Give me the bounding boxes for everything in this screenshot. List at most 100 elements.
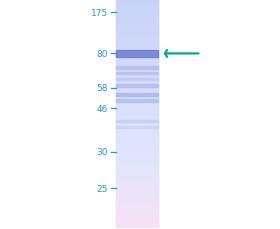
Bar	[116, 117, 158, 119]
Bar	[116, 57, 158, 58]
Bar	[116, 226, 158, 227]
Bar	[116, 7, 158, 8]
Bar	[116, 160, 158, 161]
Bar	[116, 181, 158, 183]
Bar	[116, 192, 158, 193]
Bar	[116, 85, 158, 87]
Bar	[116, 3, 158, 4]
Bar	[116, 205, 158, 206]
Bar	[116, 35, 158, 37]
Bar	[116, 18, 158, 19]
Bar	[116, 199, 158, 200]
Bar	[116, 11, 158, 13]
Bar	[116, 165, 158, 166]
Bar	[116, 58, 158, 59]
Bar	[116, 68, 158, 69]
Bar	[116, 4, 158, 5]
Bar	[116, 219, 158, 221]
Bar	[116, 174, 158, 176]
Bar	[116, 121, 158, 122]
Bar	[116, 16, 158, 17]
Bar	[116, 86, 158, 88]
Bar	[116, 100, 158, 102]
Bar	[116, 23, 158, 24]
Bar	[116, 85, 158, 86]
Bar	[116, 81, 158, 82]
Bar	[116, 2, 158, 3]
Text: 25: 25	[97, 184, 108, 193]
Bar	[116, 92, 158, 93]
Bar	[116, 55, 158, 57]
Bar	[116, 67, 158, 68]
Bar	[116, 130, 158, 131]
Bar	[116, 120, 158, 123]
Bar	[116, 72, 158, 75]
Bar	[116, 127, 158, 128]
Text: 175: 175	[91, 9, 108, 18]
Bar	[116, 51, 158, 58]
Bar	[116, 165, 158, 166]
Bar	[116, 121, 158, 123]
Bar	[116, 51, 158, 52]
Bar	[116, 95, 158, 96]
Bar	[116, 163, 158, 164]
Bar	[116, 204, 158, 205]
Bar	[116, 58, 158, 60]
Bar	[116, 206, 158, 207]
Bar	[116, 150, 158, 151]
Bar	[116, 63, 158, 64]
Bar	[116, 12, 158, 13]
Bar	[116, 228, 158, 229]
Bar	[116, 98, 158, 99]
Bar	[116, 136, 158, 137]
Bar	[116, 199, 158, 201]
Bar	[116, 5, 158, 6]
Bar	[116, 71, 158, 72]
Bar	[116, 114, 158, 115]
Bar	[116, 143, 158, 144]
Bar	[116, 19, 158, 20]
Bar	[116, 30, 158, 32]
Bar	[116, 59, 158, 60]
Bar	[116, 54, 158, 55]
Bar	[116, 126, 158, 127]
Bar	[116, 175, 158, 176]
Bar	[116, 116, 158, 117]
Bar	[116, 139, 158, 141]
Bar	[116, 61, 158, 62]
Bar	[116, 224, 158, 226]
Bar	[116, 71, 158, 72]
Bar	[116, 66, 158, 67]
Bar	[116, 31, 158, 32]
Bar	[116, 161, 158, 162]
Bar	[116, 174, 158, 175]
Bar	[116, 105, 158, 107]
Bar	[116, 20, 158, 22]
Bar	[116, 220, 158, 221]
Bar	[116, 127, 158, 129]
Bar	[116, 140, 158, 142]
Bar	[116, 73, 158, 74]
Bar	[116, 36, 158, 38]
Bar	[116, 164, 158, 165]
Bar	[116, 190, 158, 192]
Bar	[116, 152, 158, 153]
Bar	[116, 131, 158, 132]
Bar	[116, 11, 158, 12]
Bar	[116, 196, 158, 198]
Bar	[116, 207, 158, 208]
Bar	[116, 170, 158, 171]
Bar	[116, 33, 158, 34]
Bar	[116, 184, 158, 185]
Bar	[116, 49, 158, 50]
Bar	[116, 27, 158, 28]
Bar	[116, 76, 158, 78]
Bar	[116, 134, 158, 135]
Bar	[116, 50, 158, 51]
Bar	[116, 209, 158, 210]
Bar	[116, 10, 158, 11]
Bar	[116, 30, 158, 31]
Bar	[116, 110, 158, 111]
Bar	[116, 224, 158, 225]
Bar	[116, 135, 158, 136]
